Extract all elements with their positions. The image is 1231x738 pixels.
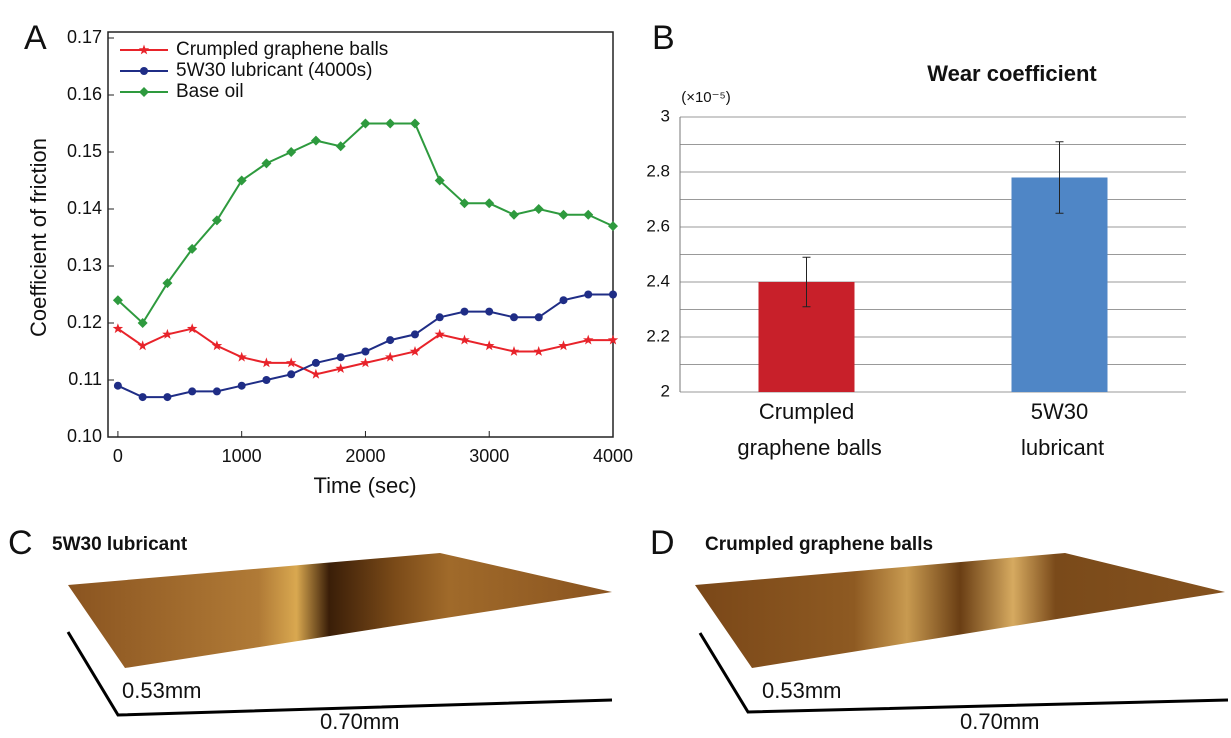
y-tick-label: 3	[661, 106, 670, 125]
legend-label: 5W30 lubricant (4000s)	[176, 60, 372, 81]
marker	[510, 313, 518, 321]
marker	[484, 340, 495, 350]
marker	[114, 382, 122, 390]
marker	[558, 210, 568, 220]
marker	[162, 329, 172, 339]
x-tick-label: 1000	[222, 446, 262, 466]
y-tick-label: 0.15	[67, 141, 102, 161]
x-tick-label: 3000	[469, 446, 509, 466]
y-unit: (×10⁻⁵)	[681, 89, 731, 106]
y-tick-label: 0.16	[67, 84, 102, 104]
y-tick-label: 2.4	[646, 271, 670, 290]
marker	[534, 346, 545, 356]
x-tick-line: lubricant	[1015, 435, 1104, 460]
y-tick-label: 2.2	[646, 326, 670, 345]
y-tick-label: 0.14	[67, 198, 102, 218]
panel-label: C	[8, 524, 33, 562]
marker	[459, 335, 470, 345]
surface-image	[68, 553, 612, 668]
panel-label: A	[24, 19, 47, 57]
x-tick-line: graphene balls	[731, 435, 881, 460]
marker	[137, 340, 148, 350]
marker	[410, 346, 421, 356]
series-line	[118, 124, 613, 324]
marker	[385, 352, 395, 362]
marker	[236, 352, 247, 362]
marker	[261, 357, 272, 367]
marker	[337, 353, 345, 361]
y-tick-label: 2.8	[646, 161, 670, 180]
legend-marker	[139, 87, 149, 97]
legend-label: Base oil	[176, 81, 244, 102]
marker	[287, 370, 295, 378]
marker	[484, 198, 494, 208]
marker	[361, 348, 369, 356]
y-tick-label: 0.10	[67, 426, 102, 446]
marker	[583, 210, 593, 220]
marker	[485, 308, 493, 316]
marker	[212, 340, 223, 350]
marker	[311, 369, 322, 379]
marker	[583, 335, 594, 345]
marker	[336, 363, 346, 373]
marker	[559, 296, 567, 304]
x-tick-label: 0	[113, 446, 123, 466]
marker	[213, 387, 221, 395]
legend-marker	[140, 67, 148, 75]
panel-label: B	[652, 19, 675, 57]
depth-label: 0.53mm	[762, 678, 841, 703]
width-label: 0.70mm	[320, 709, 399, 734]
legend-label: Crumpled graphene balls	[176, 39, 388, 60]
marker	[608, 221, 618, 231]
y-tick-label: 0.13	[67, 255, 102, 275]
y-tick-label: 0.11	[68, 369, 102, 389]
y-tick-label: 2.6	[646, 216, 670, 235]
marker	[410, 119, 420, 129]
marker	[238, 382, 246, 390]
marker	[312, 359, 320, 367]
image-title: 5W30 lubricant	[52, 534, 188, 555]
x-axis-label: Time (sec)	[313, 473, 416, 498]
x-tick-label: 4000	[593, 446, 633, 466]
x-tick-label: Crumpled graphene balls	[731, 399, 881, 460]
marker	[460, 308, 468, 316]
x-tick-label: 5W30 lubricant	[1015, 399, 1104, 460]
width-label: 0.70mm	[960, 709, 1039, 734]
chart-title: Wear coefficient	[927, 61, 1097, 86]
marker	[139, 393, 147, 401]
y-tick-label: 2	[661, 381, 670, 400]
x-tick-line: 5W30	[1031, 399, 1088, 424]
marker	[311, 136, 321, 146]
marker	[188, 387, 196, 395]
marker	[534, 204, 544, 214]
marker	[584, 291, 592, 299]
depth-label: 0.53mm	[122, 678, 201, 703]
marker	[163, 393, 171, 401]
x-tick-label: 2000	[345, 446, 385, 466]
marker	[411, 330, 419, 338]
y-tick-label: 0.12	[67, 312, 102, 332]
image-title: Crumpled graphene balls	[705, 534, 933, 555]
marker	[385, 119, 395, 129]
panel-label: D	[650, 524, 675, 562]
y-tick-label: 0.17	[67, 27, 102, 47]
series-line	[118, 295, 613, 398]
y-axis-label: Coefficient of friction	[26, 138, 51, 337]
marker	[436, 313, 444, 321]
x-tick-line: Crumpled	[759, 399, 854, 424]
marker	[262, 376, 270, 384]
surface-image	[695, 553, 1225, 668]
legend-marker	[139, 45, 149, 55]
marker	[286, 147, 296, 157]
marker	[286, 357, 296, 367]
marker	[609, 291, 617, 299]
marker	[509, 346, 520, 356]
marker	[535, 313, 543, 321]
marker	[509, 210, 519, 220]
marker	[386, 336, 394, 344]
figure: A0.100.110.120.130.140.150.160.170100020…	[0, 0, 1231, 738]
marker	[360, 357, 371, 367]
marker	[558, 340, 568, 350]
